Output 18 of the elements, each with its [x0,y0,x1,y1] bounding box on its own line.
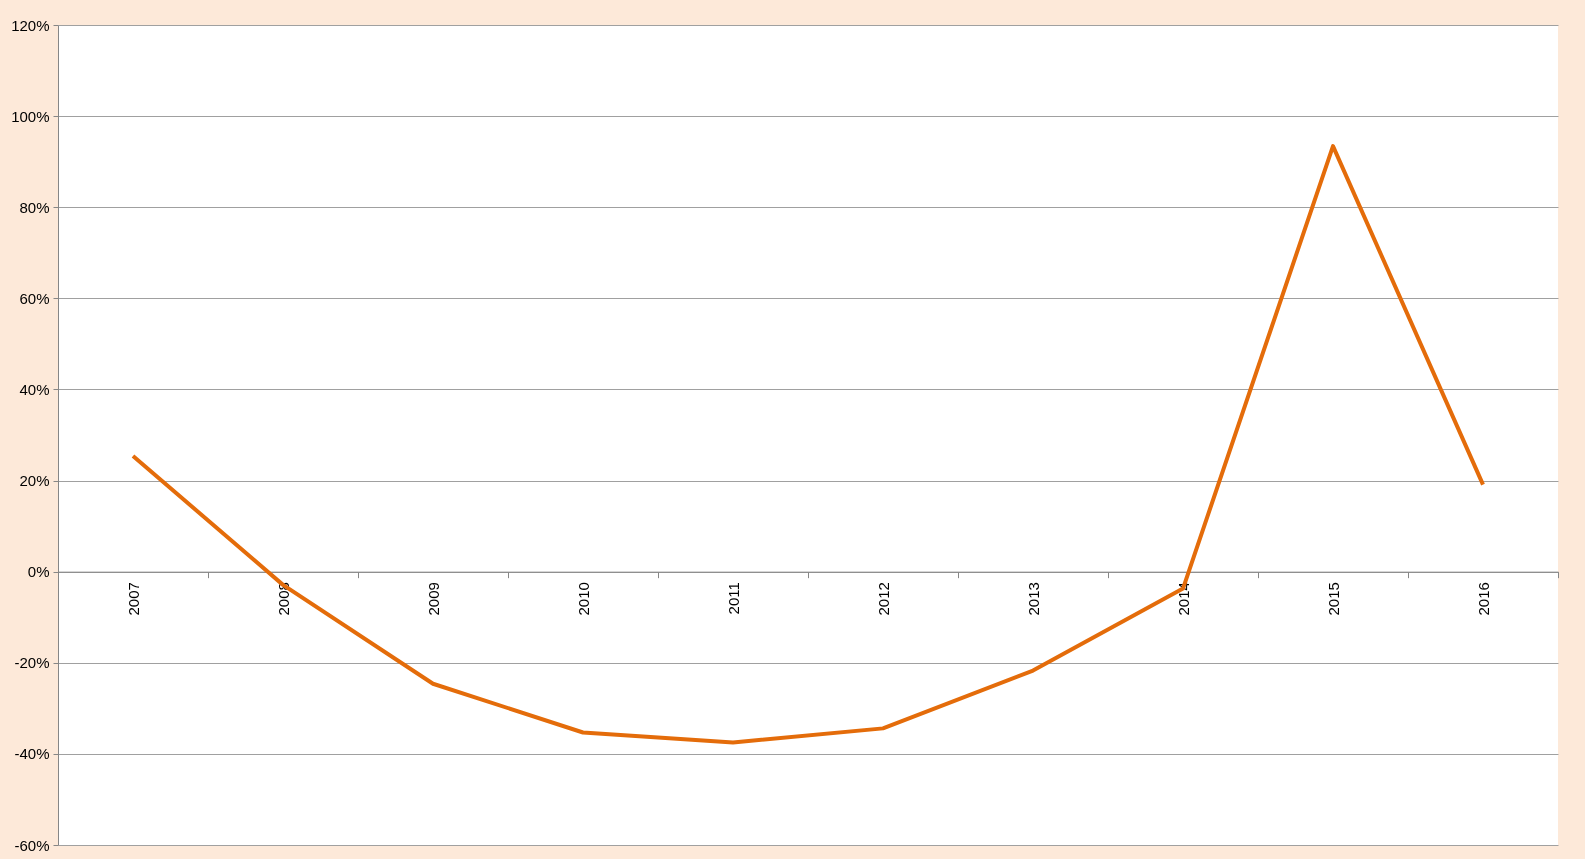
y-tick-label: -40% [14,745,50,763]
y-tick-label: 0% [27,563,50,581]
y-tick-label: 120% [11,16,50,34]
y-tick-label: 40% [19,380,50,398]
x-tick-label: 2011 [724,582,742,615]
x-tick-label: 2013 [1024,582,1042,616]
x-tick-label: 2016 [1474,582,1492,616]
x-tick-label: 2010 [574,582,592,616]
y-tick-label: 100% [11,107,50,125]
y-tick-label: 20% [19,472,50,490]
y-tick-label: 80% [19,198,50,216]
x-tick-label: 2009 [424,582,442,616]
y-tick-label: 60% [19,289,50,307]
y-tick-label: -60% [14,836,50,854]
x-tick-label: 2015 [1324,582,1342,616]
x-tick-label: 2012 [874,582,892,616]
x-tick-label: 2007 [124,582,142,616]
y-tick-label: -20% [14,654,50,672]
